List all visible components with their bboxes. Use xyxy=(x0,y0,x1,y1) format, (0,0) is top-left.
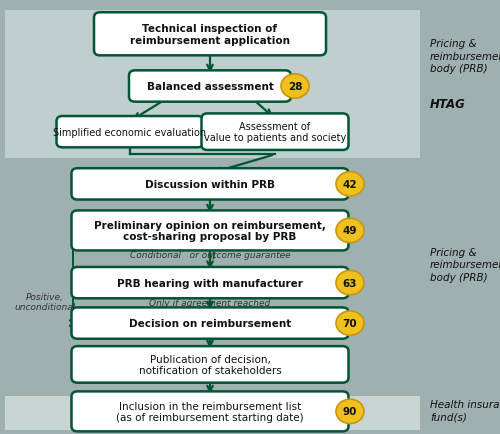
FancyBboxPatch shape xyxy=(72,391,348,431)
Circle shape xyxy=(336,311,364,335)
Text: Only if agreement reached: Only if agreement reached xyxy=(150,298,270,307)
Text: Technical inspection of
reimbursement application: Technical inspection of reimbursement ap… xyxy=(130,24,290,46)
FancyBboxPatch shape xyxy=(5,11,420,158)
Text: 70: 70 xyxy=(342,319,357,328)
Text: Preliminary opinion on reimbursement,
cost-sharing proposal by PRB: Preliminary opinion on reimbursement, co… xyxy=(94,220,326,242)
Text: 63: 63 xyxy=(343,278,357,288)
Text: Inclusion in the reimbursement list
(as of reimbursement starting date): Inclusion in the reimbursement list (as … xyxy=(116,401,304,422)
Text: 42: 42 xyxy=(342,180,357,189)
Text: Balanced assessment: Balanced assessment xyxy=(146,82,274,92)
Text: 90: 90 xyxy=(343,407,357,416)
FancyBboxPatch shape xyxy=(72,346,348,383)
Circle shape xyxy=(281,75,309,99)
Text: Pricing &
reimbursement
body (PRB): Pricing & reimbursement body (PRB) xyxy=(430,247,500,282)
Text: Simplified economic evaluation: Simplified economic evaluation xyxy=(54,128,206,137)
Text: HTAG: HTAG xyxy=(430,98,466,111)
FancyBboxPatch shape xyxy=(94,13,326,56)
FancyBboxPatch shape xyxy=(72,169,348,200)
Circle shape xyxy=(336,399,364,424)
Text: 49: 49 xyxy=(343,226,357,236)
FancyBboxPatch shape xyxy=(72,267,348,299)
FancyBboxPatch shape xyxy=(56,117,204,148)
Text: PRB hearing with manufacturer: PRB hearing with manufacturer xyxy=(117,278,303,288)
FancyBboxPatch shape xyxy=(202,114,348,151)
Text: Health insurance
fund(s): Health insurance fund(s) xyxy=(430,399,500,421)
FancyBboxPatch shape xyxy=(72,211,348,251)
Text: Pricing &
reimbursement
body (PRB): Pricing & reimbursement body (PRB) xyxy=(430,39,500,74)
Text: Conditional   or outcome guarantee: Conditional or outcome guarantee xyxy=(130,251,290,260)
Text: Positive,
unconditional: Positive, unconditional xyxy=(14,292,76,311)
Circle shape xyxy=(336,172,364,197)
Text: Discussion within PRB: Discussion within PRB xyxy=(145,180,275,189)
Circle shape xyxy=(336,219,364,243)
Text: 28: 28 xyxy=(288,82,302,92)
FancyBboxPatch shape xyxy=(72,308,348,339)
Text: Assessment of
value to patients and society: Assessment of value to patients and soci… xyxy=(204,122,346,143)
Text: Decision on reimbursement: Decision on reimbursement xyxy=(129,319,291,328)
FancyBboxPatch shape xyxy=(5,396,420,430)
Text: Publication of decision,
notification of stakeholders: Publication of decision, notification of… xyxy=(138,354,282,375)
Circle shape xyxy=(336,271,364,295)
FancyBboxPatch shape xyxy=(129,71,291,102)
